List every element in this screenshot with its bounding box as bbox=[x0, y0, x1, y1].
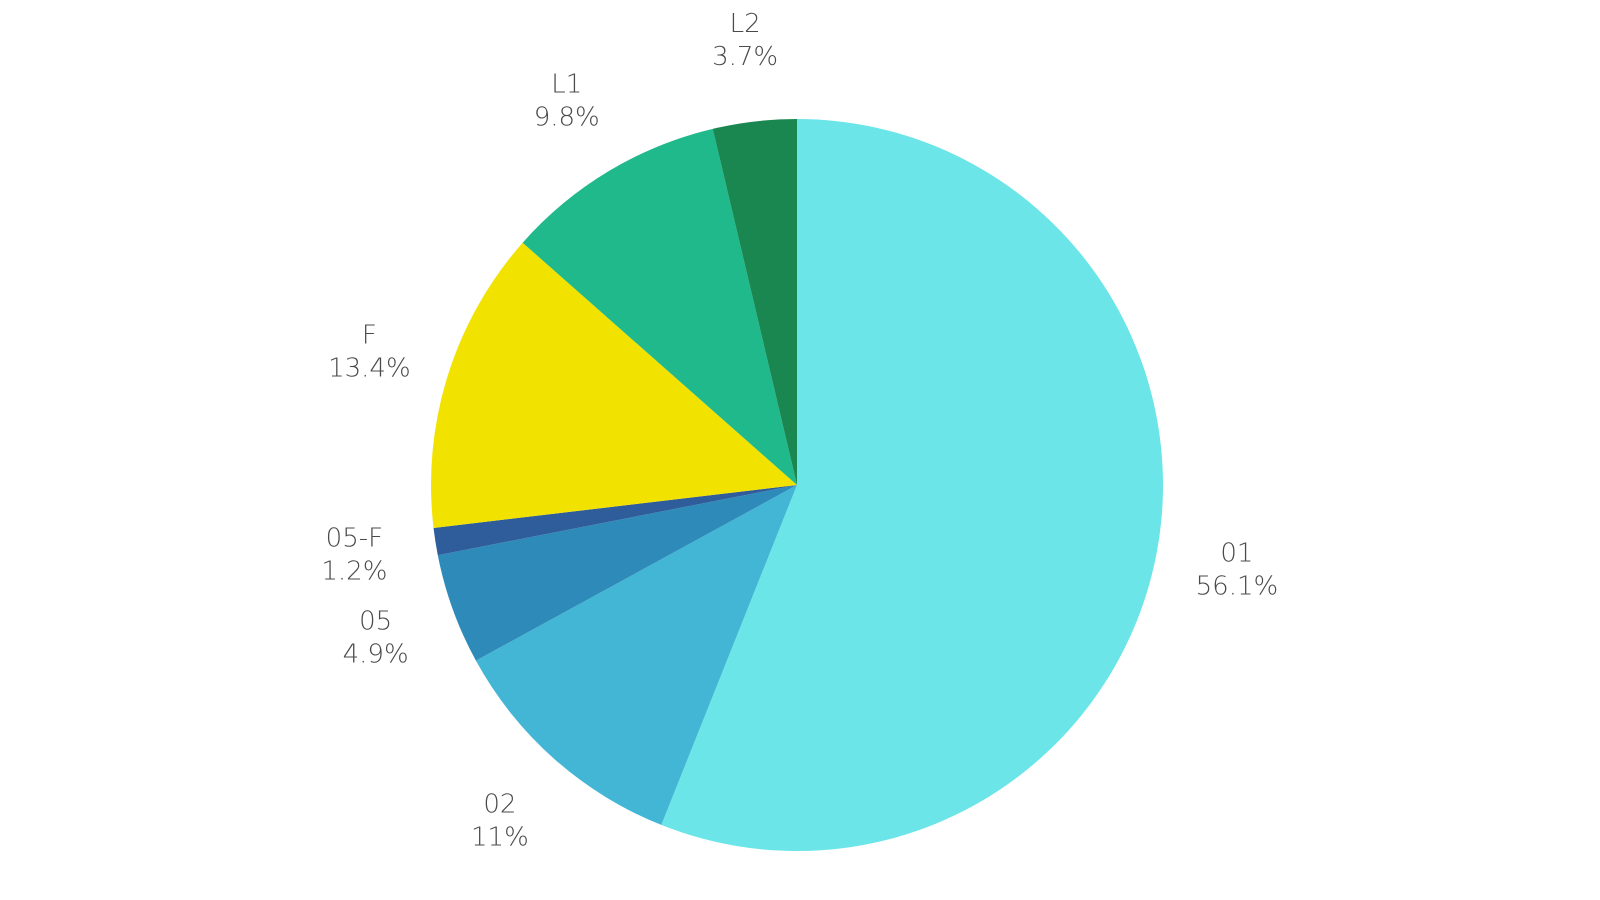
slice-label-02: 02 11% bbox=[471, 789, 529, 852]
slice-label-05: 05 4.9% bbox=[343, 606, 409, 669]
slice-category-label: 02 bbox=[483, 789, 516, 819]
pie-labels: 01 56.1% 02 11% 05 4.9% 05-F 1.2% F 13.4% L1 9.8% L2… bbox=[321, 9, 1278, 852]
slice-percent-label: 9.8% bbox=[534, 103, 600, 133]
slice-label-05-f: 05-F 1.2% bbox=[321, 523, 387, 586]
pie-slice-02 bbox=[475, 485, 797, 825]
slice-label-01: 01 56.1% bbox=[1196, 539, 1279, 602]
pie-slice-l1 bbox=[522, 128, 797, 486]
slice-percent-label: 4.9% bbox=[343, 639, 409, 669]
pie-slice-05 bbox=[437, 485, 797, 661]
pie-slices bbox=[431, 119, 1164, 852]
slice-category-label: F bbox=[362, 320, 377, 350]
slice-percent-label: 3.7% bbox=[712, 42, 778, 72]
pie-slice-l2 bbox=[712, 119, 797, 485]
pie-slice-01 bbox=[661, 119, 1164, 852]
slice-category-label: 05 bbox=[359, 606, 392, 636]
slice-category-label: L2 bbox=[730, 9, 761, 39]
pie-slice-f bbox=[431, 242, 797, 528]
slice-label-l2: L2 3.7% bbox=[712, 9, 778, 72]
slice-category-label: 01 bbox=[1220, 539, 1253, 569]
slice-label-f: F 13.4% bbox=[328, 320, 411, 383]
slice-category-label: 05-F bbox=[326, 523, 383, 553]
slice-percent-label: 11% bbox=[471, 822, 529, 852]
slice-category-label: L1 bbox=[551, 70, 582, 100]
slice-percent-label: 1.2% bbox=[321, 556, 387, 586]
pie-slice-05-f bbox=[433, 485, 797, 556]
slice-percent-label: 13.4% bbox=[328, 353, 411, 383]
slice-percent-label: 56.1% bbox=[1196, 572, 1279, 602]
slice-label-l1: L1 9.8% bbox=[534, 70, 600, 133]
